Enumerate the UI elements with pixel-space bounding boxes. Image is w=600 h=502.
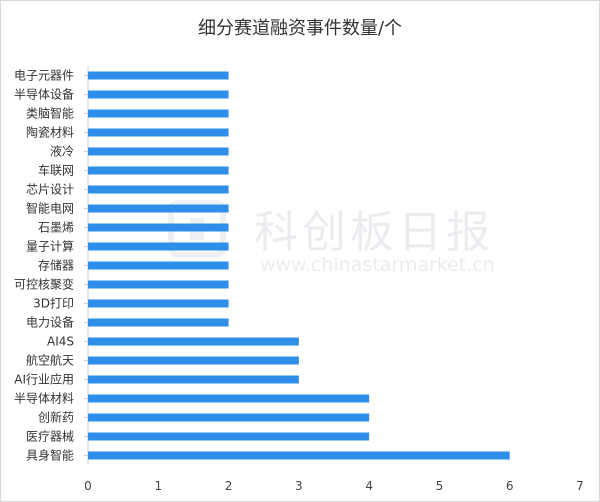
x-tick-label: 1 (154, 479, 162, 493)
x-tick-label: 5 (436, 479, 444, 493)
bar (88, 71, 229, 80)
x-tick-label: 7 (576, 479, 584, 493)
category-label: 医疗器械 (26, 429, 74, 444)
bar (88, 356, 299, 365)
bar (88, 204, 229, 213)
x-tick-label: 2 (225, 479, 233, 493)
category-label: 液冷 (50, 144, 74, 159)
bar (88, 299, 229, 308)
category-label: 量子计算 (26, 239, 74, 254)
x-tick-label: 6 (506, 479, 514, 493)
category-label: 类脑智能 (26, 106, 74, 121)
x-tick-label: 4 (365, 479, 373, 493)
category-label: 电子元器件 (14, 69, 74, 83)
bar (88, 109, 229, 118)
bar (88, 413, 370, 422)
bar (88, 185, 229, 194)
category-label: AI行业应用 (14, 372, 74, 387)
chart-title: 细分赛道融资事件数量/个 (197, 18, 403, 39)
category-label: 电力设备 (26, 316, 74, 330)
category-label: 创新药 (38, 410, 74, 425)
bar (88, 280, 229, 289)
bar (88, 337, 299, 346)
x-tick-label: 3 (295, 479, 303, 493)
category-label: 具身智能 (26, 448, 74, 463)
bar (88, 375, 299, 384)
category-label: 半导体材料 (14, 392, 74, 406)
category-label: 航空航天 (26, 353, 74, 368)
category-label: 3D打印 (33, 297, 74, 311)
bar (88, 223, 229, 232)
bar (88, 128, 229, 137)
bar (88, 166, 229, 175)
bar (88, 242, 229, 251)
category-label: 半导体设备 (14, 88, 74, 102)
bar (88, 147, 229, 156)
category-label: 芯片设计 (26, 183, 74, 197)
bar (88, 394, 370, 403)
category-label: 车联网 (38, 163, 74, 178)
bar (88, 261, 229, 270)
bar (88, 90, 229, 99)
x-tick-label: 0 (84, 479, 92, 493)
bar (88, 432, 370, 441)
bar (88, 318, 229, 327)
category-label: 石墨烯 (38, 221, 74, 235)
category-label: 存储器 (38, 258, 74, 273)
category-label: 可控核聚变 (14, 277, 74, 292)
category-label: 智能电网 (26, 201, 74, 216)
category-label: 陶瓷材料 (26, 125, 74, 140)
category-label: AI4S (47, 335, 74, 349)
bar (88, 451, 510, 460)
